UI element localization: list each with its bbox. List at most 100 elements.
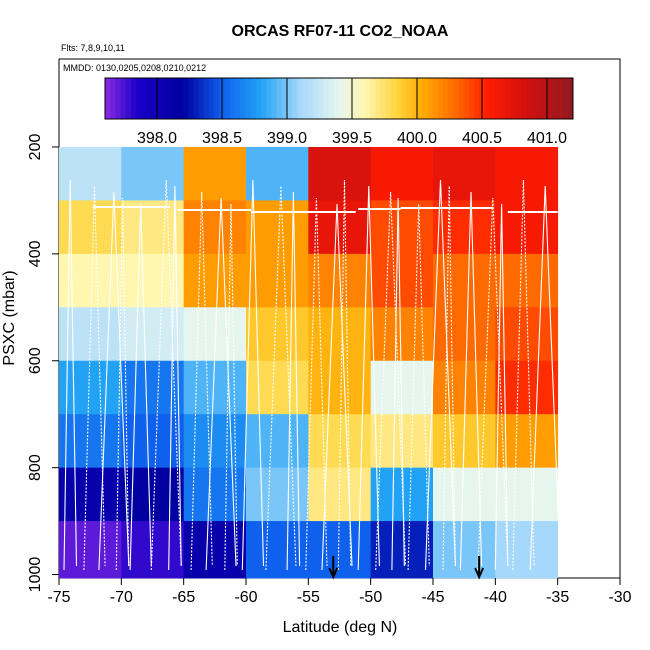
colorbar-segment bbox=[547, 78, 553, 119]
heat-cell bbox=[59, 521, 122, 579]
colorbar-segment bbox=[437, 78, 444, 119]
colorbar-segment bbox=[203, 78, 210, 119]
y-tick-label: 1000 bbox=[27, 557, 44, 593]
colorbar-segment bbox=[177, 78, 184, 119]
x-tick-label: -55 bbox=[297, 589, 320, 606]
colorbar-segment bbox=[115, 78, 122, 119]
heat-cell bbox=[59, 360, 122, 415]
colorbar-segment bbox=[240, 78, 246, 119]
colorbar-tick-label: 400.0 bbox=[397, 130, 437, 147]
heat-cell bbox=[246, 414, 309, 469]
x-tick-label: -45 bbox=[421, 589, 444, 606]
flight-track-profile bbox=[424, 179, 456, 571]
colorbar-segment bbox=[567, 78, 574, 119]
colorbar-segment bbox=[531, 78, 538, 119]
heat-cell bbox=[308, 307, 372, 362]
colorbar-segment bbox=[344, 78, 350, 119]
colorbar-segment bbox=[396, 78, 402, 119]
colorbar-segment bbox=[526, 78, 532, 119]
heat-cell bbox=[246, 200, 309, 255]
colorbar-segment bbox=[552, 78, 558, 119]
colorbar-segment bbox=[359, 78, 366, 119]
colorbar-segment bbox=[281, 78, 288, 119]
latitude-arrow-head bbox=[328, 567, 339, 580]
colorbar-segment bbox=[406, 78, 413, 119]
colorbar-tick-label: 400.5 bbox=[462, 130, 502, 147]
colorbar-segment bbox=[432, 78, 439, 119]
colorbar-segment bbox=[245, 78, 252, 119]
colorbar-segment bbox=[484, 78, 491, 119]
heat-cell bbox=[121, 414, 185, 469]
colorbar-segment bbox=[271, 78, 278, 119]
x-axis: -75 -70 -65 -60 -55 -50 -45 -40 -35 -30 bbox=[47, 578, 632, 606]
colorbar-tick-label: 398.5 bbox=[202, 130, 242, 147]
flight-track-profile bbox=[375, 191, 407, 571]
colorbar-segment bbox=[250, 78, 257, 119]
heat-cell bbox=[308, 521, 372, 579]
flight-track-profile bbox=[477, 197, 509, 571]
colorbar-segment bbox=[380, 78, 387, 119]
heat-cell bbox=[308, 146, 372, 201]
colorbar-segment bbox=[385, 78, 392, 119]
flight-track-profile bbox=[205, 197, 237, 571]
colorbar-segment bbox=[198, 78, 205, 119]
flight-track-profile bbox=[286, 191, 301, 571]
chart-title: ORCAS RF07-11 CO2_NOAA bbox=[232, 23, 449, 40]
flight-tracks bbox=[63, 179, 561, 571]
colorbar-segment bbox=[422, 78, 428, 119]
colorbar-segment bbox=[209, 78, 215, 119]
colorbar-segment bbox=[515, 78, 522, 119]
colorbar-segment bbox=[188, 78, 194, 119]
heat-cell bbox=[183, 146, 247, 201]
colorbar-segment bbox=[495, 78, 501, 119]
y-tick-label: 400 bbox=[27, 240, 44, 267]
colorbar-segment bbox=[131, 78, 137, 119]
latitude-arrows bbox=[328, 556, 485, 580]
heat-cell bbox=[495, 414, 559, 469]
heat-cell bbox=[495, 146, 559, 201]
x-tick-label: -50 bbox=[359, 589, 382, 606]
heat-cell bbox=[433, 253, 496, 308]
y-tick-label: 200 bbox=[27, 134, 44, 161]
colorbar-segment bbox=[401, 78, 408, 119]
colorbar-segment bbox=[266, 78, 272, 119]
flight-track-profile bbox=[190, 191, 213, 571]
colorbar-segment bbox=[183, 78, 189, 119]
colorbar-segment bbox=[417, 78, 423, 119]
x-tick-label: -75 bbox=[47, 589, 70, 606]
colorbar-segment bbox=[521, 78, 527, 119]
y-axis: 200 400 600 800 1000 bbox=[27, 134, 59, 593]
colorbar-tick-label: 401.0 bbox=[527, 130, 567, 147]
heat-cell bbox=[183, 360, 247, 415]
colorbar-segment bbox=[536, 78, 543, 119]
x-axis-label: Latitude (deg N) bbox=[283, 619, 398, 636]
colorbar-segment bbox=[505, 78, 512, 119]
heat-cell bbox=[183, 200, 247, 255]
colorbar-tick-label: 399.5 bbox=[332, 130, 372, 147]
colorbar-segment bbox=[474, 78, 480, 119]
colorbar-segment bbox=[172, 78, 179, 119]
heat-cell bbox=[59, 414, 122, 469]
heat-cell bbox=[246, 467, 309, 522]
heat-cell bbox=[370, 253, 434, 308]
heat-cell bbox=[59, 467, 122, 522]
x-tick-label: -70 bbox=[110, 589, 133, 606]
heat-cell bbox=[370, 146, 434, 201]
colorbar-segment bbox=[297, 78, 304, 119]
colorbar-segment bbox=[214, 78, 220, 119]
colorbar-segment bbox=[365, 78, 371, 119]
heat-cell bbox=[495, 521, 559, 579]
colorbar-segment bbox=[146, 78, 153, 119]
flight-track-profile bbox=[150, 179, 182, 571]
flight-track-profile bbox=[129, 203, 152, 571]
colorbar-segment bbox=[391, 78, 397, 119]
flight-track-profile bbox=[305, 197, 328, 571]
heat-cell bbox=[246, 521, 309, 579]
colorbar-segment bbox=[323, 78, 330, 119]
colorbar-segment bbox=[287, 78, 293, 119]
flight-track-profile bbox=[83, 185, 106, 571]
dates-label: MMDD: 0130,0205,0208,0210,0212 bbox=[63, 63, 206, 73]
colorbar-segment bbox=[235, 78, 241, 119]
colorbar-frame bbox=[104, 77, 574, 120]
